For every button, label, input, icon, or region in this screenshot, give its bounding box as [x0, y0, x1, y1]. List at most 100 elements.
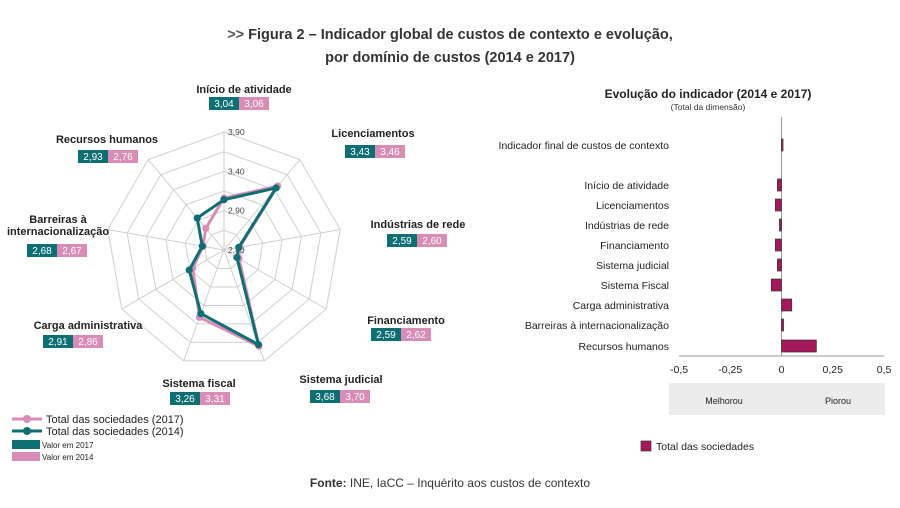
bar-category-label: Sistema judicial [596, 260, 669, 272]
value-label-2017: 3,68 [315, 392, 335, 403]
legend-marker [23, 427, 31, 435]
bar [781, 339, 817, 353]
value-label-2014: 2,76 [113, 152, 133, 163]
value-label-2017: 2,68 [32, 246, 52, 257]
chart-title-line-1: >> Figura 2 – Indicador global de custos… [0, 27, 900, 43]
radar-spoke [223, 229, 341, 251]
x-tick-label: 0,5 [877, 364, 892, 376]
value-box-2017 [170, 392, 200, 405]
bar [781, 318, 784, 332]
value-label-2017: 2,59 [376, 330, 396, 341]
bar-category-label: Barreiras à internacionalização [525, 320, 669, 332]
x-tick-label: -0,25 [718, 364, 742, 376]
radar-category-label: Financiamento [367, 315, 445, 327]
bar [774, 238, 782, 252]
source-text: INE, IaCC – Inquérito aos custos de cont… [349, 476, 591, 490]
radar-spoke [183, 249, 225, 362]
value-box-2014 [108, 150, 138, 163]
x-tick-label: 0 [779, 364, 785, 376]
radar-category-label: Carga administrativa [34, 320, 144, 332]
zone-box [669, 383, 885, 415]
value-box-2017 [345, 145, 375, 158]
radar-tick-label: 2,90 [228, 206, 245, 216]
value-box-2014 [401, 328, 431, 341]
value-label-2017: 2,91 [48, 337, 68, 348]
value-label-2017: 3,26 [175, 394, 195, 405]
value-label-2014: 2,67 [62, 246, 82, 257]
bar-category-label: Recursos humanos [579, 341, 669, 353]
radar-point [193, 214, 201, 222]
bar [770, 278, 782, 292]
value-box-2017 [387, 234, 417, 247]
bar [777, 258, 782, 272]
value-label-2017: 3,43 [350, 147, 370, 158]
bar-category-label: Licenciamentos [596, 200, 669, 212]
radar-spoke [147, 159, 225, 251]
value-label-2014: 2,86 [78, 337, 98, 348]
value-label-2014: 2,62 [406, 330, 426, 341]
source-note: Fonte: INE, IaCC – Inquérito aos custos … [0, 476, 900, 490]
bar-chart-subtitle: (Total da dimensão) [671, 102, 746, 112]
bar-chart: Evolução do indicador (2014 e 2017)(Tota… [499, 87, 892, 453]
bar-category-label: Indicador final de custos de contexto [499, 140, 670, 152]
bar [781, 138, 784, 152]
radar-point [272, 184, 280, 192]
legend-label: Total das sociedades (2014) [46, 426, 184, 438]
value-box-2014 [57, 244, 87, 257]
radar-grid-ring [184, 210, 264, 288]
radar-category-label: Início de atividade [196, 84, 291, 96]
radar-point [202, 224, 210, 232]
value-label-2014: 3,31 [205, 394, 225, 405]
legend-label: Total das sociedades (2017) [46, 414, 184, 426]
bar [779, 218, 782, 232]
legend-box [12, 452, 40, 461]
title-text-1: Figura 2 – Indicador global de custos de… [248, 27, 673, 43]
value-box-2014 [417, 234, 447, 247]
bar-chart-title: Evolução do indicador (2014 e 2017) [605, 87, 812, 101]
radar-spoke [223, 159, 301, 251]
radar-grid-ring [146, 170, 302, 325]
zone-label-worsened: Piorou [825, 396, 851, 406]
bar [774, 198, 782, 212]
x-tick-label: 0,25 [823, 364, 844, 376]
radar-point [198, 242, 206, 250]
radar-category-label: Sistema judicial [299, 374, 382, 386]
radar-category-label: Licenciamentos [331, 128, 414, 140]
bar-category-label: Início de atividade [584, 180, 669, 192]
radar-category-label: internacionalização [7, 226, 109, 238]
radar-point [233, 253, 241, 262]
value-label-2014: 3,46 [380, 147, 400, 158]
radar-point [254, 341, 263, 349]
legend-box-label: Valor em 2017 [42, 441, 94, 450]
value-box-2014 [73, 335, 103, 348]
radar-point [197, 309, 205, 318]
bar [781, 298, 793, 312]
value-label-2014: 3,06 [244, 99, 264, 110]
value-box-2017 [43, 335, 73, 348]
radar-category-label: Sistema fiscal [162, 378, 235, 390]
legend-box-label: Valor em 2014 [42, 453, 94, 462]
radar-point [220, 196, 228, 204]
value-label-2017: 3,04 [214, 99, 234, 110]
radar-grid-ring [126, 151, 322, 343]
value-box-2017 [78, 150, 108, 163]
bar-legend-label: Total das sociedades [656, 441, 754, 453]
radar-point [235, 243, 243, 252]
value-label-2017: 2,93 [83, 152, 103, 163]
radar-category-label: Barreiras à [29, 214, 87, 226]
radar-category-label: Recursos humanos [56, 134, 158, 146]
zone-label-improved: Melhorou [705, 396, 743, 406]
bar [777, 178, 782, 192]
radar-chart: 3,903,402,902,40Início de atividade3,043… [7, 84, 465, 462]
bar-category-label: Financiamento [600, 240, 669, 252]
bar-legend-swatch [640, 440, 652, 452]
legend-marker [23, 415, 31, 423]
value-box-2014 [375, 145, 405, 158]
x-tick-label: -0,5 [670, 364, 688, 376]
value-label-2014: 2,60 [422, 236, 442, 247]
value-box-2017 [27, 244, 57, 257]
source-label: Fonte: [309, 476, 347, 490]
radar-grid-ring [165, 190, 283, 306]
radar-tick-label: 3,90 [228, 127, 245, 137]
value-box-2014 [200, 392, 230, 405]
